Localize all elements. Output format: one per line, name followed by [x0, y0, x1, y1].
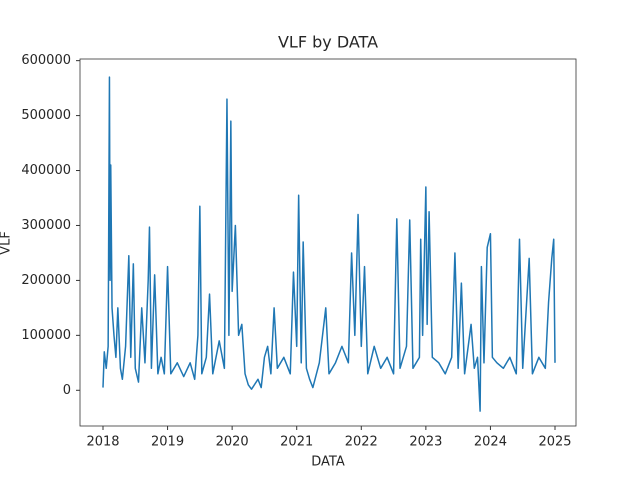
y-axis-label: VLF	[0, 231, 14, 255]
x-tick-label: 2022	[345, 435, 378, 450]
y-tick-label: 500000	[21, 108, 71, 123]
x-axis-label: DATA	[311, 455, 345, 470]
x-tick-label: 2025	[538, 435, 571, 450]
x-tick-label: 2023	[409, 435, 442, 450]
chart-title: VLF by DATA	[278, 33, 378, 52]
y-tick-label: 300000	[21, 218, 71, 233]
y-tick-label: 0	[63, 383, 71, 398]
y-tick-label: 400000	[21, 163, 71, 178]
x-tick-label: 2019	[151, 435, 184, 450]
plot-frame	[79, 58, 577, 427]
y-tick-label: 100000	[21, 328, 71, 343]
y-tick-label: 200000	[21, 273, 71, 288]
x-tick-label: 2024	[474, 435, 507, 450]
line	[102, 76, 556, 412]
x-tick-label: 2021	[280, 435, 313, 450]
x-tick-label: 2018	[86, 435, 119, 450]
y-tick-label: 600000	[21, 53, 71, 68]
x-tick-label: 2020	[216, 435, 249, 450]
